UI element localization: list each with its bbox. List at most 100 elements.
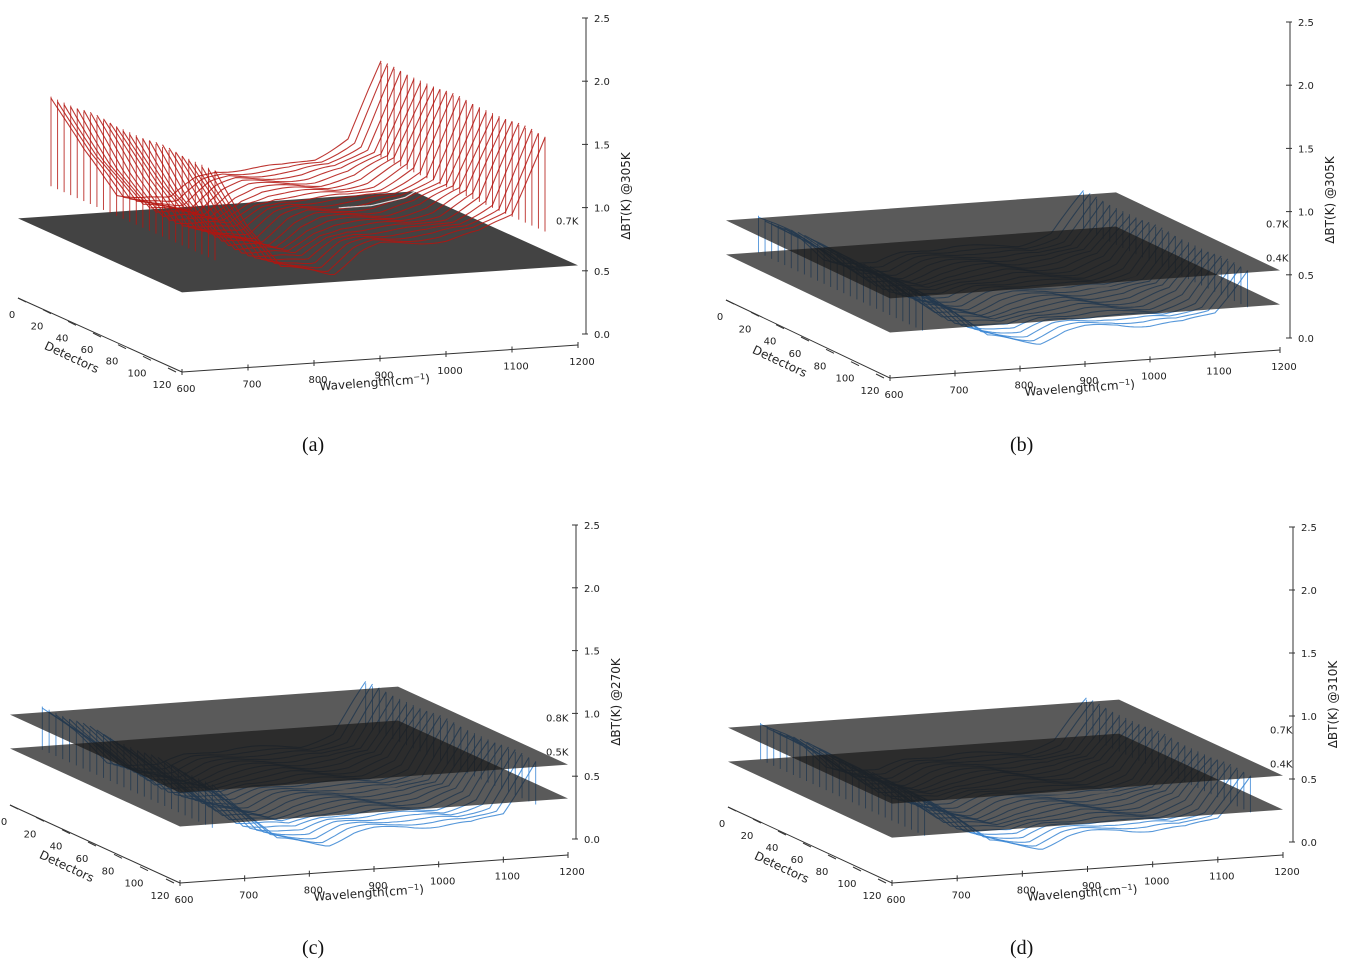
caption-c: (c) bbox=[302, 937, 325, 959]
z-tick-label: 2.5 bbox=[1301, 523, 1317, 534]
z-tick-label: 0.0 bbox=[584, 835, 600, 846]
x-tick-label: 1000 bbox=[1141, 371, 1166, 382]
y-tick bbox=[852, 866, 862, 872]
x-axis-title: Wavelength(cm−1) bbox=[313, 882, 424, 904]
threshold-plane-1 bbox=[10, 686, 568, 793]
y-tick bbox=[117, 344, 127, 350]
x-tick-label: 1100 bbox=[1209, 872, 1234, 883]
x-tick-label: 1100 bbox=[495, 872, 520, 883]
x-tick-label: 1000 bbox=[437, 366, 462, 377]
chart-panel-d: 0.0 0.5 1.0 1.5 2.0 2.5 ΔBT(K) @310K 600 700 800 9… bbox=[680, 505, 1359, 966]
y-tick-label: 120 bbox=[152, 380, 171, 391]
y-tick bbox=[92, 332, 102, 338]
x-tick-label: 1100 bbox=[1206, 367, 1231, 378]
y-tick bbox=[777, 830, 787, 836]
y-tick-label: 0 bbox=[1, 817, 7, 828]
x-axis-title-exponent: −1 bbox=[1118, 377, 1130, 387]
detector-trace bbox=[129, 95, 461, 236]
y-tick bbox=[850, 361, 860, 367]
z-tick-label: 1.0 bbox=[1298, 208, 1314, 219]
y-tick bbox=[727, 806, 737, 812]
threshold-plane-label: 0.8K bbox=[546, 714, 569, 725]
threshold-plane-1 bbox=[728, 699, 1283, 804]
x-axis-title-text: Wavelength(cm bbox=[313, 883, 408, 904]
caption-b: (b) bbox=[1010, 434, 1034, 456]
x-tick-label: 800 bbox=[304, 886, 323, 897]
detector-trace bbox=[207, 132, 539, 273]
x-tick-label: 900 bbox=[1082, 881, 1101, 892]
threshold-plane-label: 0.4K bbox=[1270, 760, 1293, 771]
y-tick-label: 100 bbox=[124, 879, 143, 890]
x-axis-title-exponent: −1 bbox=[407, 882, 419, 892]
z-axis-title: ΔBT(K) @305K bbox=[619, 151, 633, 240]
y-tick-label: 80 bbox=[814, 361, 827, 372]
detector-trace bbox=[922, 270, 1248, 345]
y-tick bbox=[61, 829, 71, 835]
detector-trace bbox=[50, 60, 382, 199]
y-tick bbox=[113, 853, 123, 859]
y-tick-label: 0 bbox=[9, 310, 15, 321]
threshold-plane-label: 0.7K bbox=[1266, 219, 1289, 230]
detector-trace bbox=[155, 111, 487, 248]
detector-trace bbox=[70, 70, 402, 210]
threshold-plane-label: 0.4K bbox=[1266, 253, 1289, 264]
z-tick-label: 0.0 bbox=[1301, 838, 1317, 849]
x-axis-title-exponent: −1 bbox=[1120, 882, 1132, 892]
caption-d: (d) bbox=[1010, 937, 1034, 959]
x-axis-title-exponent: −1 bbox=[413, 371, 425, 381]
y-tick bbox=[87, 841, 97, 847]
x-axis-title-close: ) bbox=[425, 372, 431, 386]
z-tick-label: 1.0 bbox=[1301, 712, 1317, 723]
detector-trace bbox=[198, 752, 523, 840]
z-tick-label: 2.0 bbox=[594, 77, 610, 88]
z-tick-label: 1.5 bbox=[1298, 144, 1314, 155]
detector-trace bbox=[135, 99, 467, 240]
z-tick-label: 1.0 bbox=[594, 204, 610, 215]
detector-trace bbox=[116, 90, 448, 228]
y-tick-label: 40 bbox=[56, 333, 69, 344]
detector-trace bbox=[924, 775, 1251, 850]
chart-panel-b: 0.0 0.5 1.0 1.5 2.0 2.5 ΔBT(K) @305K 600 700 800 9… bbox=[680, 0, 1359, 480]
x-axis-title-close: ) bbox=[419, 882, 425, 896]
y-tick bbox=[42, 309, 52, 315]
detector-trace bbox=[175, 119, 507, 254]
y-tick bbox=[142, 355, 152, 361]
detector-trace bbox=[205, 757, 530, 844]
y-tick-label: 20 bbox=[741, 831, 754, 842]
z-axis-title: ΔBT(K) @270K bbox=[609, 657, 623, 746]
x-axis-title-close: ) bbox=[1132, 882, 1138, 896]
x-tick-label: 700 bbox=[952, 890, 971, 901]
y-tick bbox=[877, 878, 887, 884]
y-tick-label: 80 bbox=[106, 357, 119, 368]
x-tick-label: 800 bbox=[308, 375, 327, 386]
threshold-plane-label: 0.5K bbox=[546, 747, 569, 758]
detector-trace bbox=[211, 761, 537, 847]
x-tick-label: 800 bbox=[1014, 381, 1033, 392]
y-tick-label: 20 bbox=[24, 829, 37, 840]
x-tick-label: 700 bbox=[949, 385, 968, 396]
y-tick-label: 60 bbox=[789, 349, 802, 360]
detector-trace bbox=[63, 66, 395, 207]
z-tick-label: 0.5 bbox=[1298, 271, 1314, 282]
chart-panel-a: 0.0 0.5 1.0 1.5 2.0 2.5 ΔBT(K) @305K 600 700 800 9… bbox=[0, 0, 680, 480]
x-axis-title-text: Wavelength(cm bbox=[1024, 378, 1119, 399]
surface-highlight bbox=[338, 177, 439, 209]
x-axis-title-text: Wavelength(cm bbox=[1027, 883, 1122, 904]
z-tick-label: 2.0 bbox=[1301, 586, 1317, 597]
x-tick-label: 1100 bbox=[503, 362, 528, 373]
y-tick-label: 40 bbox=[766, 843, 779, 854]
y-tick bbox=[9, 804, 19, 810]
y-tick bbox=[825, 348, 835, 354]
surface-traces bbox=[50, 60, 546, 276]
x-tick-label: 1000 bbox=[430, 876, 455, 887]
x-axis-title: Wavelength(cm−1) bbox=[1027, 882, 1138, 904]
x-tick-label: 1200 bbox=[1271, 362, 1296, 373]
z-axis-title: ΔBT(K) @305K bbox=[1323, 155, 1337, 244]
